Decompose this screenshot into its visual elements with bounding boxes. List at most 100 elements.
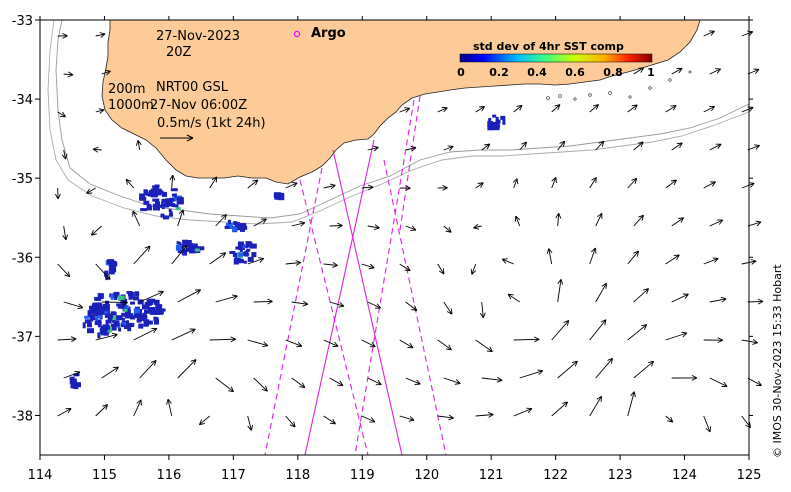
sst-pixel [136,316,142,323]
colorbar [459,53,653,63]
sst-pixel [139,193,146,200]
sst-pixel [169,212,173,217]
current-arrow [133,245,151,265]
credit-label: © IMOS 30-Nov-2023 15:33 Hobart [771,264,784,458]
sst-pixel [120,300,124,306]
sst-pixel [188,247,196,254]
sst-pixel [143,200,150,205]
date-label: 27-Nov-2023 [156,29,241,44]
sst-pixel [161,199,167,205]
satellite-track [304,139,375,456]
current-arrow [177,209,185,227]
current-arrow [512,178,519,189]
current-arrow [57,111,66,118]
sst-pixel [144,309,149,314]
sst-pixel [168,201,173,207]
current-arrow [209,176,218,189]
sst-pixel [164,203,170,208]
current-arrow [166,398,173,417]
sst-pixel [178,242,182,245]
sst-pixel [140,208,148,212]
sst-pixel [243,260,247,264]
x-tick-label: 116 [156,468,181,483]
current-arrow [703,181,716,189]
current-arrow [555,212,562,227]
current-arrow [291,221,306,227]
current-arrow [125,178,135,189]
current-arrow [101,69,111,76]
sst-pixel [134,291,140,297]
sst-pixel [121,312,128,317]
y-tick-label: -38 [12,409,33,424]
current-arrow [329,222,343,229]
current-arrow [323,415,336,425]
current-arrow [595,357,614,379]
sst-pixel [141,317,147,321]
scale-label: 0.5m/s (1kt 24h) [157,116,266,131]
sst-pixel [105,300,109,306]
sst-pixel [110,325,117,331]
current-arrow [177,289,202,303]
sst-pixel [87,328,94,334]
sst-pixel [173,193,177,198]
sst-pixel [176,197,184,201]
current-arrow [443,301,453,315]
current-arrow [437,184,448,191]
current-arrow [703,415,712,433]
sst-pixel [153,316,157,320]
sst-pixel [145,320,153,325]
current-arrow [703,105,716,113]
sst-pixel [173,204,179,208]
sst-pixel [152,203,158,209]
current-arrow [671,374,698,381]
colorbar-tick: 0.4 [527,66,547,79]
current-arrow [665,254,680,265]
current-arrow [633,214,644,227]
sst-pixel [120,323,124,327]
current-arrow [323,262,338,268]
sst-pixel [184,240,192,245]
current-arrow [747,298,764,305]
sst-pixel [168,209,172,212]
current-arrow [95,332,118,341]
sst-pixel [227,219,231,224]
current-arrow [367,224,380,231]
satellite-track [399,95,421,231]
argo-legend-marker [293,30,301,38]
current-arrow [633,288,650,303]
sst-pixel [488,118,492,122]
contour-200m [55,19,750,219]
sst-pixel [126,306,131,312]
current-arrow [171,328,196,341]
current-arrow [481,143,491,151]
sst-pixel [497,124,501,128]
sst-pixel [84,315,90,319]
sst-pixel [97,315,102,319]
current-arrow [285,260,302,266]
colorbar-tick: 1 [647,66,655,79]
sst-pixel [141,304,149,310]
current-arrow [671,217,685,227]
current-arrow [329,377,344,387]
sst-pixel [160,213,165,218]
sst-pixel [102,306,108,312]
sst-pixel [163,215,169,220]
current-arrow [399,263,411,272]
sst-pixel [150,192,158,198]
current-arrow [55,187,61,200]
sst-pixel [148,298,156,303]
sst-pixel [157,304,162,308]
current-arrow [633,67,645,75]
satellite-track [264,167,323,456]
sst-pixel [247,256,254,262]
current-arrow [437,414,454,421]
current-arrow [501,258,514,265]
sst-pixel [146,304,150,309]
current-arrow [169,174,176,189]
current-arrow [361,415,376,423]
x-tick-label: 117 [221,468,246,483]
current-arrow [595,212,603,227]
sst-pixel [274,192,281,199]
current-arrow [361,263,375,270]
x-axis: 114 115 116 117 118 119 120 121 122 123 124 125 [28,16,761,483]
